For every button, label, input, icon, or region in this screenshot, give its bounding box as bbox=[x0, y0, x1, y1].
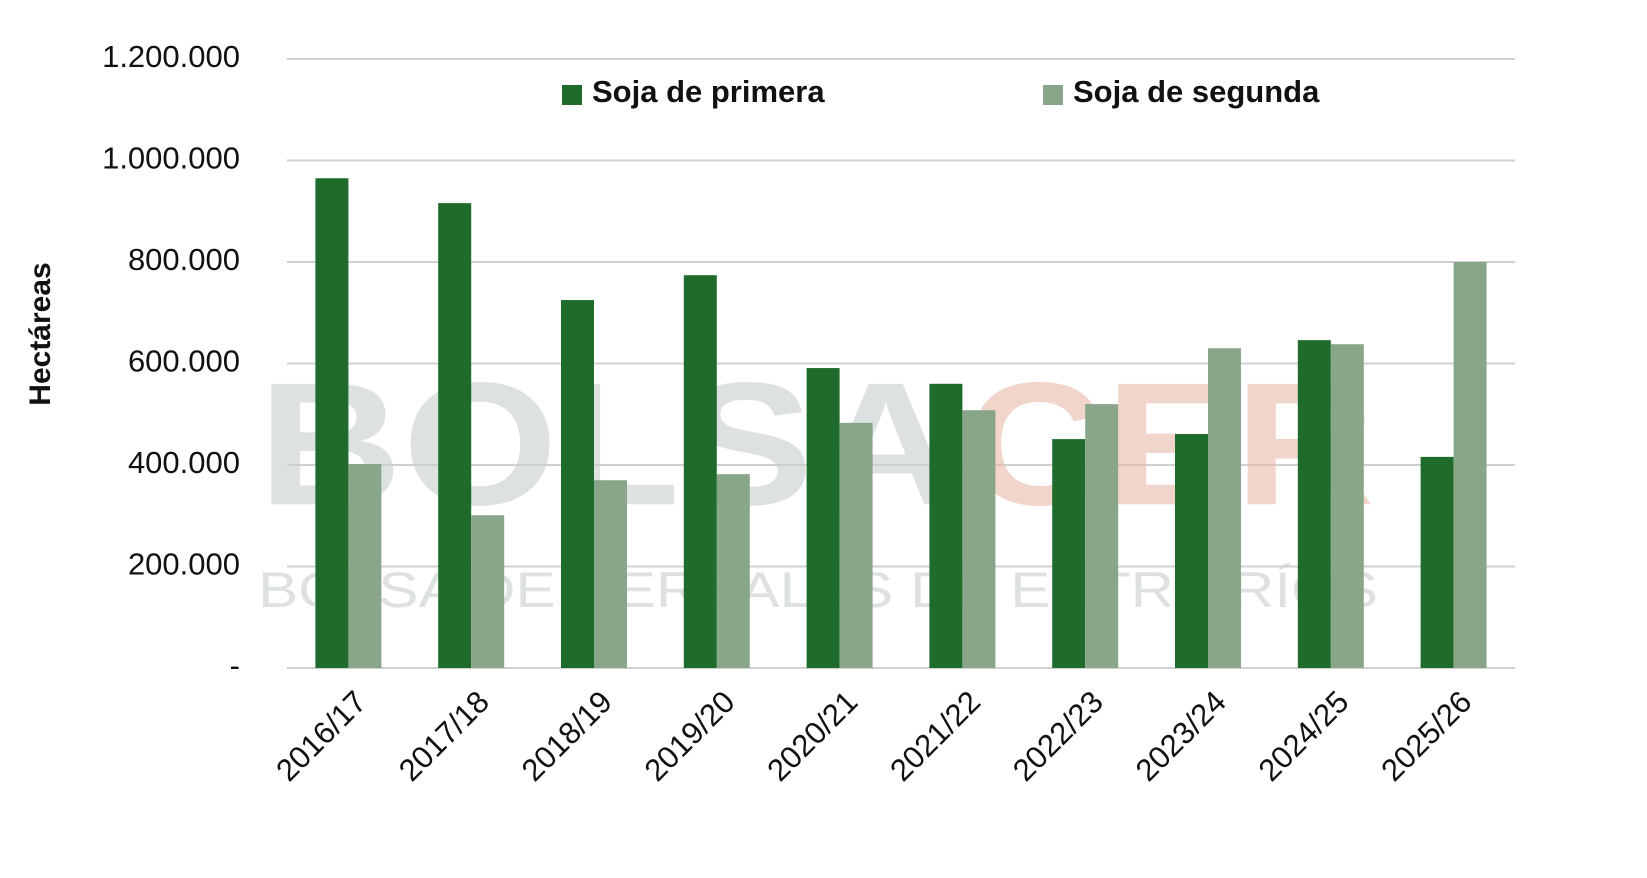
x-tick-label: 2021/22 bbox=[883, 684, 987, 788]
y-tick-label: - bbox=[230, 648, 240, 683]
legend-swatch bbox=[1043, 85, 1063, 105]
x-tick-label: 2020/21 bbox=[760, 684, 864, 788]
x-tick-label: 2023/24 bbox=[1129, 684, 1233, 788]
legend-label: Soja de primera bbox=[592, 74, 825, 109]
legend-label: Soja de segunda bbox=[1073, 74, 1320, 109]
bar bbox=[348, 463, 382, 668]
bar bbox=[1208, 348, 1241, 668]
y-tick-label: 600.000 bbox=[128, 344, 240, 379]
bar bbox=[929, 383, 963, 668]
x-tick-label: 2025/26 bbox=[1374, 684, 1478, 788]
bar bbox=[839, 422, 873, 668]
y-tick-label: 1.200.000 bbox=[102, 39, 240, 74]
bar bbox=[806, 368, 840, 668]
legend-swatch bbox=[562, 85, 582, 105]
y-tick-label: 400.000 bbox=[128, 445, 240, 480]
x-tick-label: 2019/20 bbox=[638, 684, 742, 788]
bar bbox=[1052, 439, 1086, 668]
bar bbox=[471, 515, 505, 668]
x-tick-label: 2016/17 bbox=[269, 684, 373, 788]
bar bbox=[1297, 340, 1331, 668]
y-tick-label: 800.000 bbox=[128, 242, 240, 277]
bar bbox=[438, 203, 472, 668]
y-tick-label: 200.000 bbox=[128, 547, 240, 582]
x-tick-label: 2022/23 bbox=[1006, 684, 1110, 788]
x-tick-label: 2017/18 bbox=[392, 684, 496, 788]
bar bbox=[1453, 262, 1487, 668]
y-axis-label: Hectáreas bbox=[24, 262, 57, 405]
y-tick-label: 1.000.000 bbox=[102, 141, 240, 176]
x-tick-label: 2018/19 bbox=[515, 684, 619, 788]
bar bbox=[1330, 344, 1364, 668]
bar bbox=[315, 178, 349, 668]
bar bbox=[1085, 404, 1119, 668]
bar bbox=[594, 480, 627, 668]
bar bbox=[1420, 456, 1454, 668]
bar bbox=[1175, 434, 1208, 668]
bar bbox=[962, 410, 996, 668]
bar bbox=[683, 275, 717, 668]
bar bbox=[716, 474, 750, 668]
x-tick-label: 2024/25 bbox=[1252, 684, 1356, 788]
bar bbox=[561, 300, 594, 668]
